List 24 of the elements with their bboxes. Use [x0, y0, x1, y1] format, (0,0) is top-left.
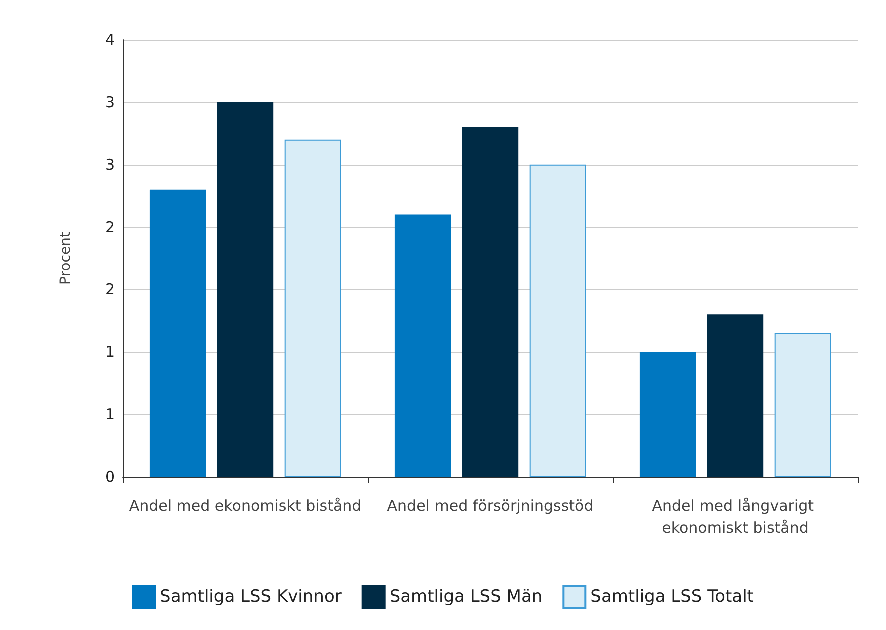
- bar: [150, 190, 206, 477]
- y-tick-label: 3: [105, 156, 115, 174]
- y-tick-label: 1: [105, 343, 115, 362]
- y-tick-label: 1: [105, 406, 115, 424]
- bar: [530, 164, 586, 477]
- bar: [707, 314, 764, 477]
- bar: [774, 333, 832, 477]
- x-tick-label: Andel med ekonomiskt bistånd: [129, 497, 362, 515]
- legend-label: Samtliga LSS Män: [390, 587, 543, 607]
- y-tick-label: 2: [105, 218, 115, 236]
- bar: [640, 352, 696, 477]
- y-tick-label: 4: [105, 31, 115, 49]
- legend-label: Samtliga LSS Kvinnor: [160, 587, 342, 607]
- bar: [284, 140, 342, 477]
- y-tick-label: 3: [105, 93, 115, 112]
- x-tick-label: Andel med långvarigt ekonomiskt bistånd: [652, 497, 819, 537]
- bar: [462, 127, 519, 477]
- bar: [217, 102, 274, 477]
- x-tick-label: Andel med försörjningsstöd: [387, 497, 594, 515]
- y-tick-label: 0: [105, 468, 115, 486]
- y-tick-label: 2: [105, 280, 115, 299]
- y-axis-title: Procent: [58, 232, 74, 285]
- bar: [394, 214, 452, 477]
- legend-label: Samtliga LSS Totalt: [590, 587, 754, 607]
